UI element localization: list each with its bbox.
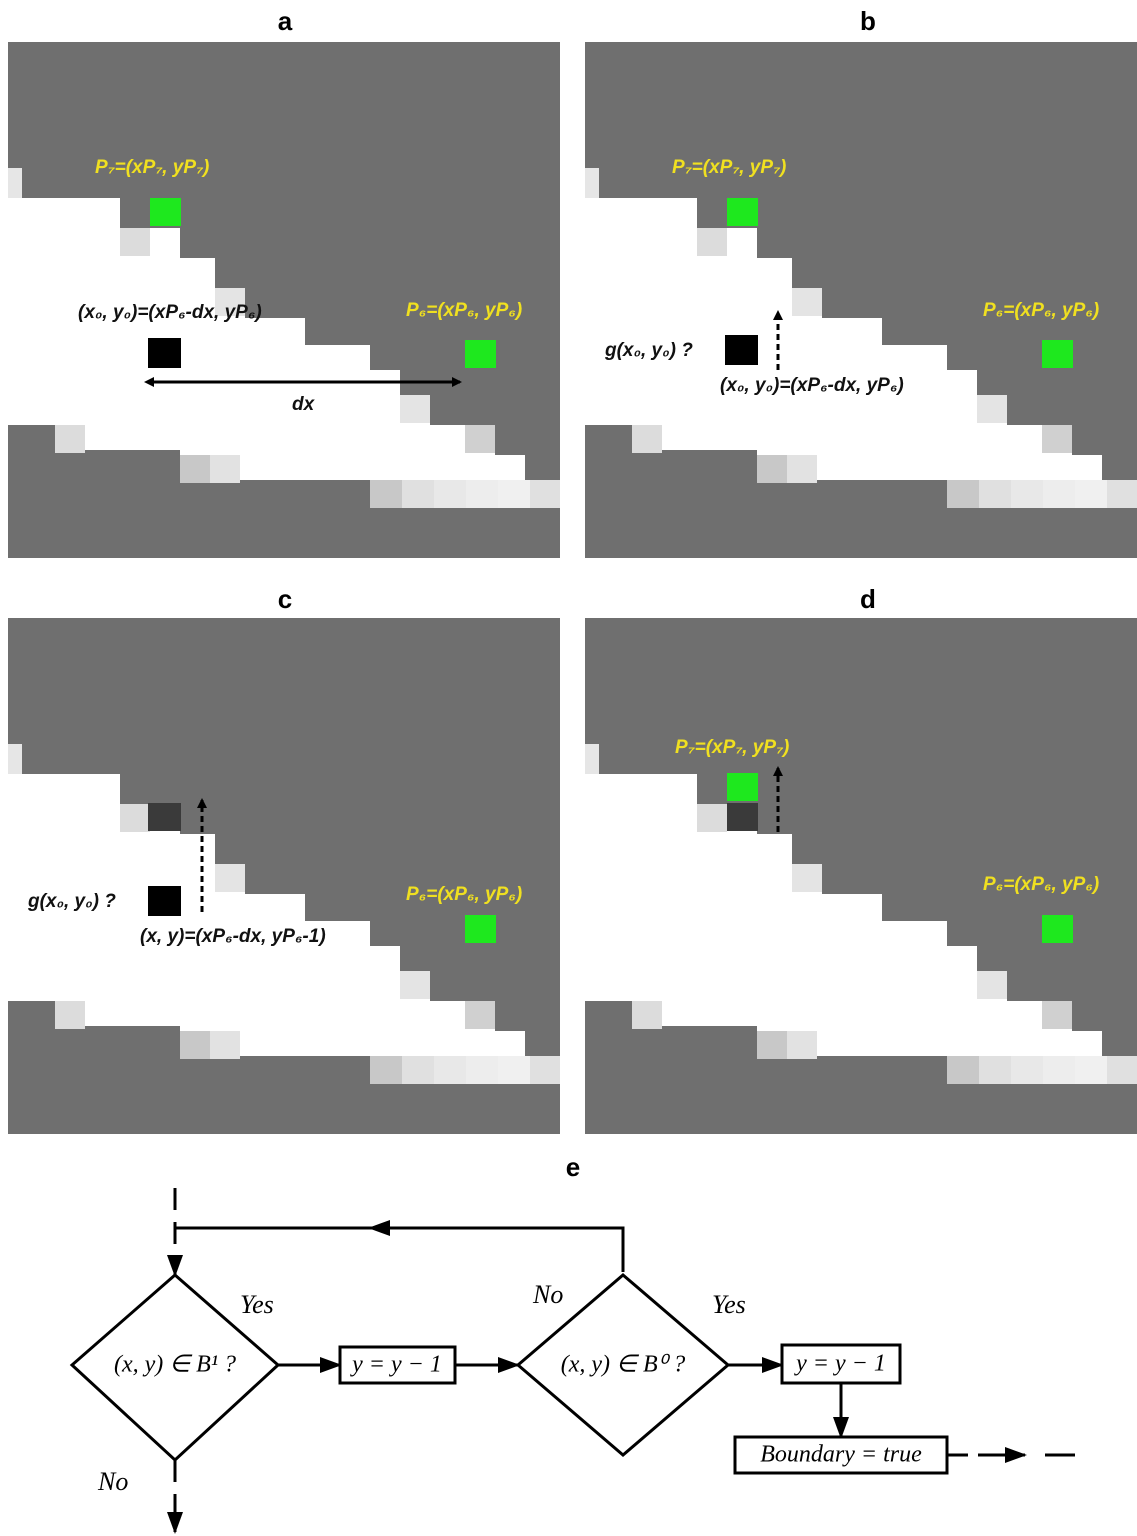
black-pixel xyxy=(725,335,758,365)
dark-pixel xyxy=(727,803,758,831)
dark-pixel xyxy=(148,803,181,831)
figure: a b c d P₇=(xP₇, yP₇) (x₀, y₀)=(xP₆-dx, … xyxy=(0,0,1137,1536)
green-pixel xyxy=(1042,915,1073,943)
black-pixel xyxy=(148,338,181,368)
annotation: P₇=(xP₇, yP₇) xyxy=(675,737,789,758)
black-pixel xyxy=(148,886,181,916)
annotation: P₆=(xP₆, yP₆) xyxy=(406,884,522,905)
green-pixel xyxy=(465,915,496,943)
panel-label: b xyxy=(860,6,876,36)
annotation: (x, y)=(xP₆-dx, yP₆-1) xyxy=(140,926,326,947)
panel-label: a xyxy=(278,6,293,36)
annotation: g(x₀, y₀) ? xyxy=(27,891,116,912)
green-pixel xyxy=(727,198,758,226)
annotation: (x₀, y₀)=(xP₆-dx, yP₆) xyxy=(720,375,904,396)
edge-label: Yes xyxy=(712,1290,746,1319)
node-text: Boundary = true xyxy=(760,1442,922,1468)
annotation: P₆=(xP₆, yP₆) xyxy=(406,300,522,321)
edge-label: No xyxy=(97,1467,128,1496)
panel-label: c xyxy=(278,584,292,614)
green-pixel xyxy=(150,198,181,226)
annotation: (x₀, y₀)=(xP₆-dx, yP₆) xyxy=(78,302,262,323)
edge-label: Yes xyxy=(240,1290,274,1319)
edge-label: No xyxy=(532,1280,563,1309)
annotation: P₆=(xP₆, yP₆) xyxy=(983,874,1099,895)
annotation: g(x₀, y₀) ? xyxy=(604,340,693,361)
green-pixel xyxy=(727,773,758,801)
pixel-image xyxy=(8,618,560,1134)
annotation: P₇=(xP₇, yP₇) xyxy=(95,157,209,178)
node-text: y = y − 1 xyxy=(794,1351,886,1377)
panel-label: e xyxy=(566,1152,580,1182)
annotation: P₇=(xP₇, yP₇) xyxy=(672,157,786,178)
node-text: y = y − 1 xyxy=(350,1352,442,1378)
connector xyxy=(175,1228,623,1272)
green-pixel xyxy=(465,340,496,368)
panel-label: d xyxy=(860,584,876,614)
annotation: dx xyxy=(292,394,316,415)
green-pixel xyxy=(1042,340,1073,368)
node-text: (x, y) ∈ B⁰ ? xyxy=(561,1352,685,1378)
annotation: P₆=(xP₆, yP₆) xyxy=(983,300,1099,321)
node-text: (x, y) ∈ B¹ ? xyxy=(114,1352,236,1378)
